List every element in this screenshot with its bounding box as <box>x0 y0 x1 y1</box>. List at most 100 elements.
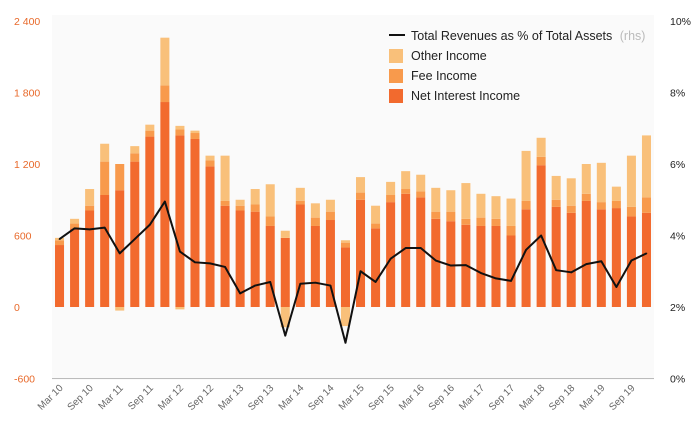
bar-net-interest-income <box>476 225 486 307</box>
line-point <box>194 261 196 264</box>
legend-label-fee-income: Fee Income <box>411 69 477 83</box>
bar-other-income <box>566 178 576 206</box>
bar-other-income <box>521 150 531 201</box>
bar-other-income <box>356 177 366 193</box>
line-point <box>434 259 437 262</box>
line-point <box>314 281 317 284</box>
bar-fee-income <box>536 156 546 166</box>
y-tick-label-right: 0% <box>670 374 685 386</box>
legend-swatch-net-interest-income <box>389 89 403 103</box>
bar-fee-income <box>100 161 110 195</box>
bar-other-income <box>626 155 636 207</box>
bar-fee-income <box>160 85 170 103</box>
bar-other-income <box>491 196 501 219</box>
line-point <box>645 252 648 255</box>
bar-other-income <box>446 190 456 212</box>
bar-other-income-negative <box>115 307 125 311</box>
bar-fee-income <box>220 200 230 206</box>
line-point <box>239 292 241 295</box>
bar-other-income <box>220 155 230 201</box>
line-point <box>404 247 407 249</box>
bar-fee-income <box>461 218 471 225</box>
line-point <box>133 238 136 240</box>
y-tick-label-left: 1 200 <box>14 159 40 171</box>
bar-net-interest-income <box>145 136 155 307</box>
bar-fee-income <box>356 192 366 200</box>
bar-other-income <box>235 199 245 206</box>
bar-net-interest-income <box>386 202 396 307</box>
bar-net-interest-income <box>611 208 621 307</box>
bar-net-interest-income <box>310 225 320 307</box>
bar-other-income <box>401 171 411 190</box>
bar-other-income <box>416 174 426 192</box>
line-point <box>299 282 302 285</box>
bar-other-income <box>130 146 140 154</box>
legend-swatch-fee-income <box>389 69 403 83</box>
bar-fee-income <box>551 199 561 207</box>
bar-fee-income <box>401 189 411 194</box>
bar-fee-income <box>566 205 576 213</box>
line-point <box>480 272 482 274</box>
bar-net-interest-income <box>491 225 501 307</box>
bar-fee-income <box>250 204 260 212</box>
line-point <box>164 200 166 203</box>
bar-net-interest-income <box>340 247 350 307</box>
bar-other-income <box>190 130 200 134</box>
line-point <box>630 259 633 262</box>
bar-fee-income <box>205 160 215 167</box>
bar-net-interest-income <box>235 210 245 307</box>
line-point <box>269 281 272 283</box>
bar-net-interest-income <box>265 225 275 307</box>
bar-other-income <box>431 187 441 212</box>
bar-net-interest-income <box>115 190 125 307</box>
bar-net-interest-income <box>295 204 305 307</box>
bar-other-income <box>340 240 350 243</box>
bar-fee-income <box>340 242 350 248</box>
line-point <box>615 286 618 288</box>
bar-fee-income <box>310 217 320 226</box>
line-point <box>585 263 588 265</box>
bar-fee-income <box>626 206 636 217</box>
line-point <box>374 281 377 283</box>
bar-net-interest-income <box>356 199 366 307</box>
bar-fee-income <box>295 200 305 205</box>
legend: Total Revenues as % of Total Assets (rhs… <box>389 29 645 103</box>
bar-net-interest-income <box>55 245 65 307</box>
bar-fee-income <box>491 218 501 226</box>
legend-line-label: Total Revenues as % of Total Assets (rhs… <box>411 29 645 43</box>
bar-other-income-negative <box>280 307 290 328</box>
legend-label-other-income: Other Income <box>411 49 487 63</box>
bar-other-income <box>611 186 621 201</box>
revenue-pct-line <box>58 200 647 344</box>
bar-other-income <box>295 187 305 201</box>
bar-fee-income <box>235 205 245 211</box>
legend-swatch-other-income <box>389 49 403 63</box>
bar-other-income <box>386 181 396 195</box>
y-tick-label-right: 10% <box>670 16 691 28</box>
line-point <box>179 250 181 253</box>
bar-net-interest-income <box>250 211 260 307</box>
y-tick-label-left: 1 800 <box>14 88 40 100</box>
bar-net-interest-income <box>280 237 290 307</box>
bar-other-income <box>581 164 591 194</box>
line-point <box>419 247 422 249</box>
line-point <box>465 264 467 266</box>
line-point <box>510 280 512 282</box>
bar-other-income <box>100 143 110 162</box>
bar-fee-income <box>265 216 275 226</box>
line-point <box>254 284 256 287</box>
y-tick-label-left: -600 <box>14 374 35 386</box>
line-point <box>555 269 557 271</box>
bar-other-income <box>536 137 546 157</box>
bar-fee-income <box>386 194 396 203</box>
y-tick-label-left: 600 <box>14 231 32 243</box>
bar-other-income <box>641 135 651 198</box>
bar-fee-income <box>521 200 531 210</box>
line-point <box>329 284 332 287</box>
y-tick-label-right: 4% <box>670 231 685 243</box>
bar-net-interest-income <box>130 161 140 307</box>
bar-other-income <box>461 183 471 219</box>
legend-rhs-note: (rhs) <box>620 29 646 43</box>
line-point <box>284 334 287 337</box>
